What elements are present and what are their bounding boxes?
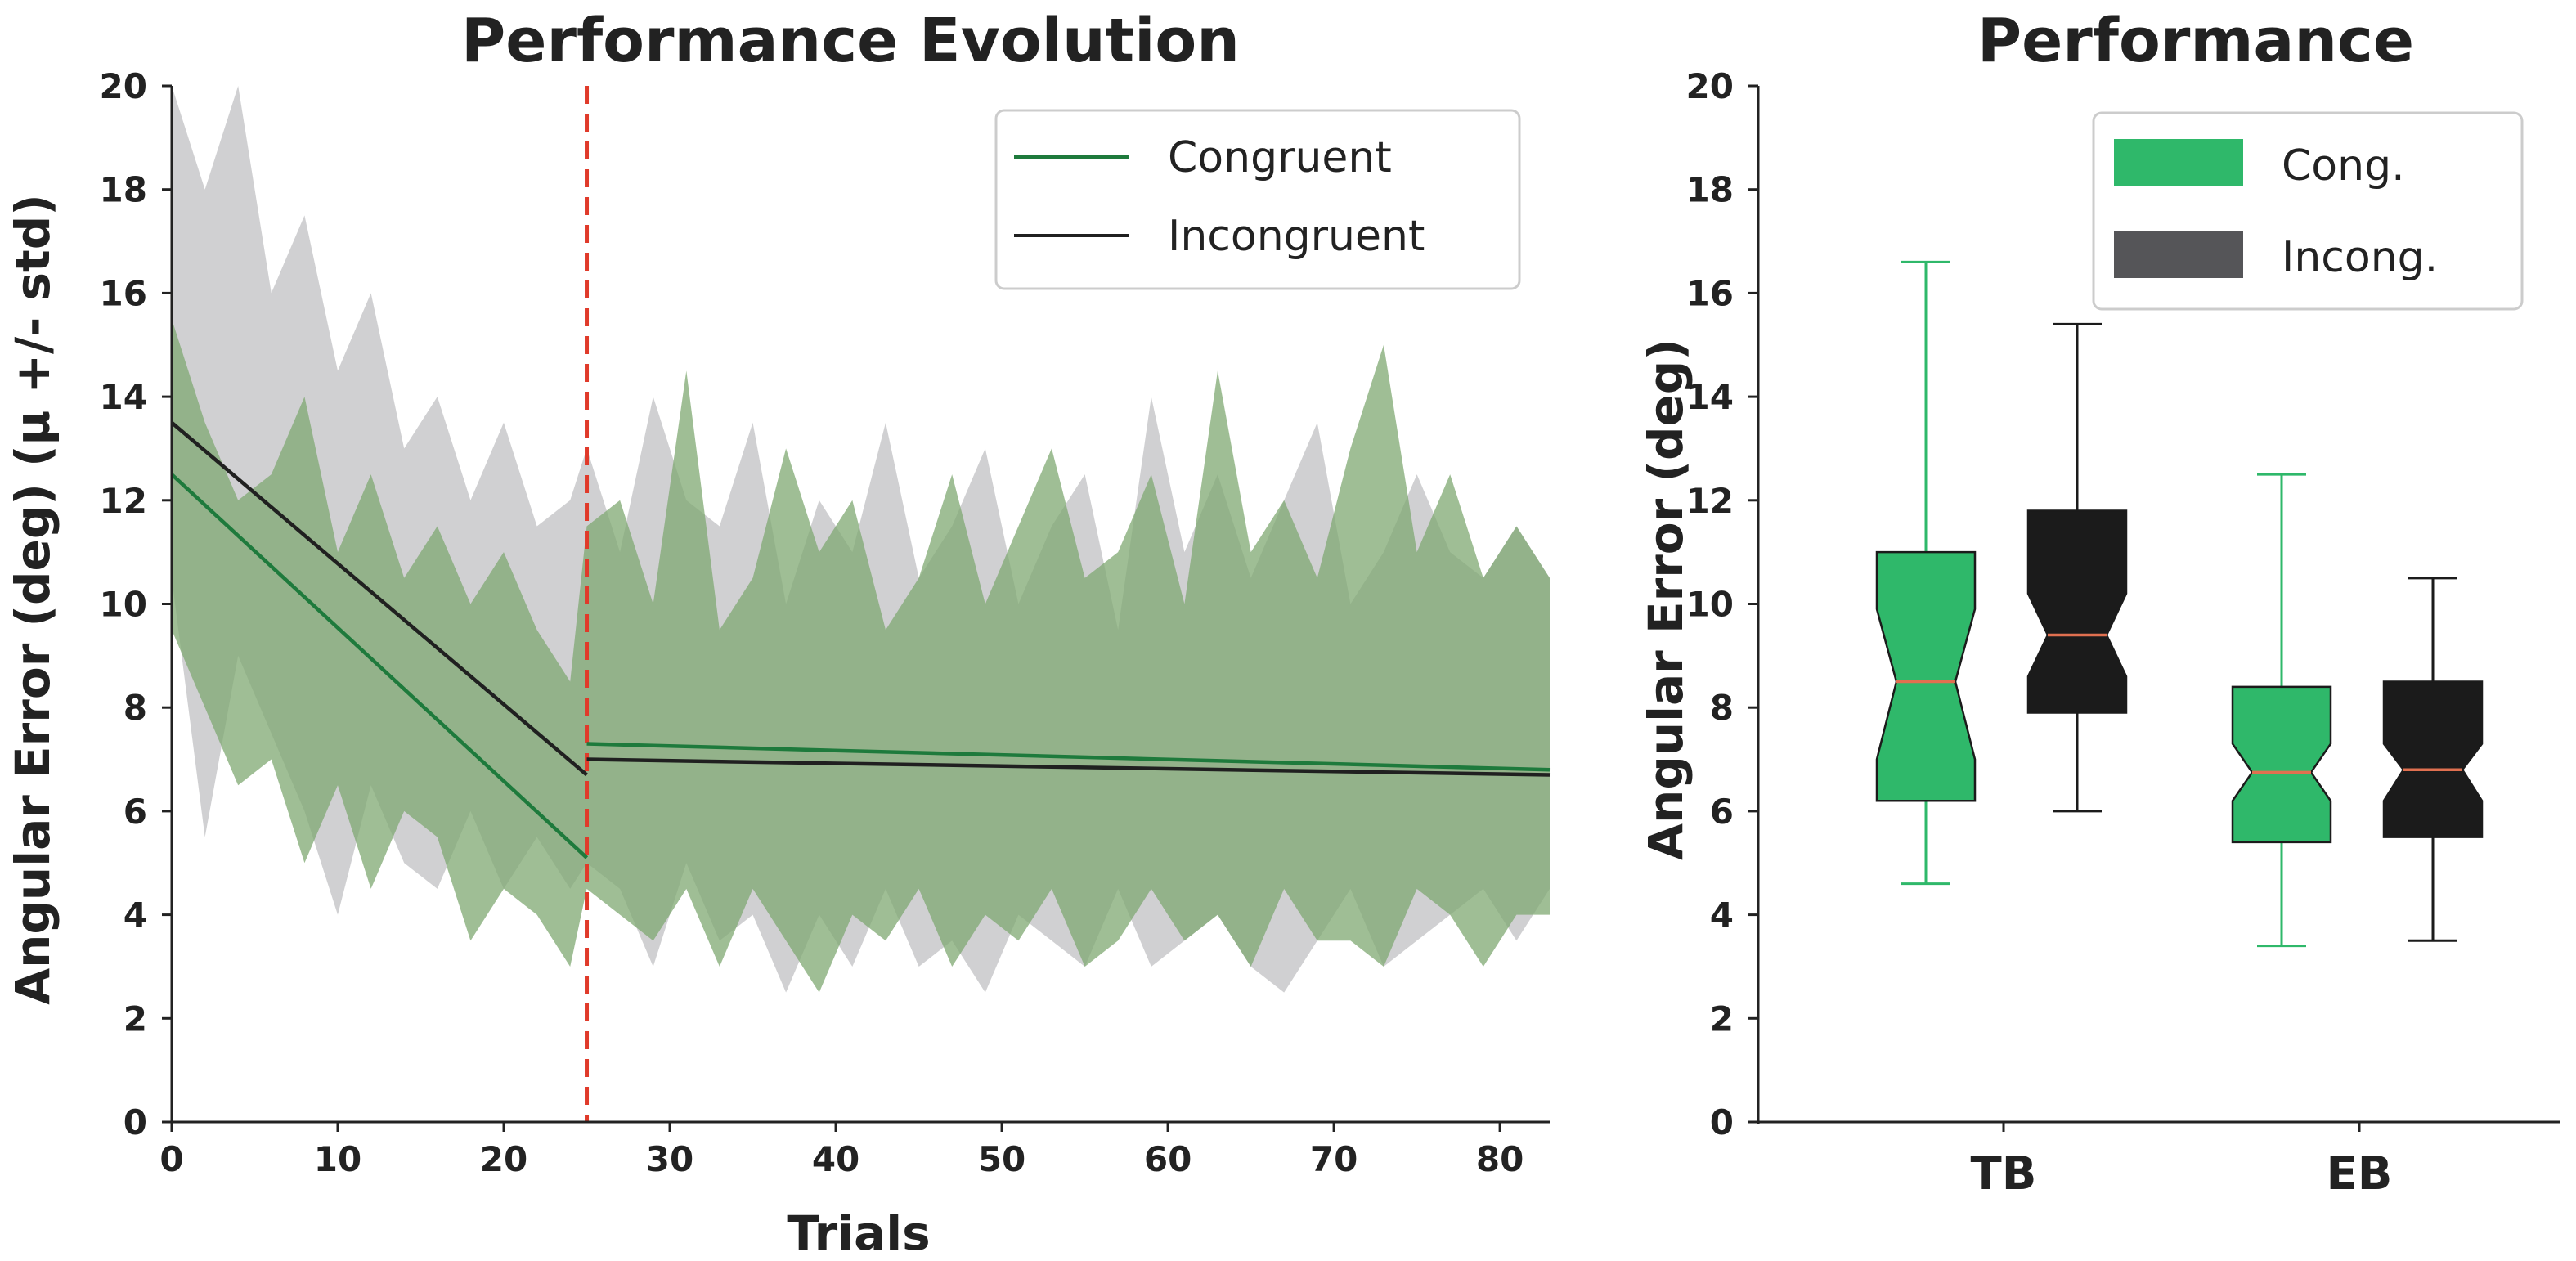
y-tick-label: 16 bbox=[100, 273, 147, 313]
trend-line-congruent-2 bbox=[586, 742, 1551, 772]
x-tick-label: EB bbox=[2327, 1147, 2393, 1200]
x-tick-label: 50 bbox=[978, 1139, 1025, 1179]
y-tick-label: 6 bbox=[1710, 792, 1734, 832]
chart-title: Performance Evolution bbox=[461, 6, 1240, 76]
y-axis-label: Angular Error (deg) (µ +/- std) bbox=[5, 194, 61, 1005]
x-axis-label: Trials bbox=[787, 1205, 930, 1261]
y-tick-label: 8 bbox=[123, 688, 147, 728]
x-tick-label: TB bbox=[1971, 1147, 2037, 1200]
y-tick-label: 14 bbox=[1686, 377, 1734, 417]
legend-swatch-cong bbox=[2114, 139, 2243, 186]
y-tick-label: 4 bbox=[1710, 895, 1734, 936]
x-tick-label: 30 bbox=[646, 1139, 693, 1179]
y-tick-label: 2 bbox=[123, 998, 147, 1039]
box-incong-eb bbox=[2382, 680, 2484, 838]
y-tick-label: 10 bbox=[1686, 585, 1734, 625]
performance-boxplot-chart: Performance Angular Error (deg) 0 2 4 6 8 10 1… bbox=[1638, 6, 2560, 1200]
chart-title: Performance bbox=[1977, 6, 2414, 76]
y-tick-label: 2 bbox=[1710, 998, 1734, 1039]
boxes bbox=[1875, 260, 2484, 948]
y-tick-label: 4 bbox=[123, 895, 147, 936]
x-tick-label: 60 bbox=[1144, 1139, 1192, 1179]
y-tick-label: 14 bbox=[100, 377, 147, 417]
trend-line-congruent-1 bbox=[170, 473, 589, 859]
legend-label-incongruent: Incongruent bbox=[1168, 212, 1425, 261]
x-tick-label: 40 bbox=[812, 1139, 859, 1179]
axes: 0 2 4 6 8 10 12 14 16 18 20 TB EB bbox=[1686, 66, 2560, 1200]
y-tick-label: 8 bbox=[1710, 688, 1734, 728]
box-cong-tb bbox=[1875, 550, 1977, 802]
y-tick-label: 18 bbox=[1686, 170, 1734, 210]
legend: Cong. Incong. bbox=[2092, 111, 2524, 311]
x-tick-label: 70 bbox=[1310, 1139, 1358, 1179]
axes: 0 2 4 6 8 10 12 14 16 18 20 0 10 20 30 40 50 60 70 80 bbox=[100, 66, 1550, 1179]
performance-evolution-chart: Performance Evolution Angular Error (deg… bbox=[5, 6, 1551, 1261]
y-tick-label: 20 bbox=[1686, 66, 1734, 106]
trend-line-incongruent-2 bbox=[586, 757, 1551, 777]
legend-label-congruent: Congruent bbox=[1168, 133, 1392, 182]
legend-swatch-incong bbox=[2114, 231, 2243, 278]
y-tick-label: 18 bbox=[100, 170, 147, 210]
y-tick-label: 12 bbox=[1686, 481, 1734, 521]
x-tick-label: 10 bbox=[314, 1139, 361, 1179]
std-bands bbox=[172, 86, 1550, 993]
std-band-congruent bbox=[172, 319, 1550, 993]
trend-lines bbox=[170, 421, 1551, 859]
y-tick-label: 0 bbox=[123, 1102, 147, 1142]
trend-line-incongruent-1 bbox=[170, 421, 588, 777]
x-tick-label: 0 bbox=[159, 1139, 183, 1179]
box-incong-tb bbox=[2026, 509, 2128, 714]
x-tick-label: 80 bbox=[1476, 1139, 1524, 1179]
y-tick-label: 12 bbox=[100, 481, 147, 521]
legend-frame bbox=[994, 109, 1521, 290]
legend-label-cong: Cong. bbox=[2282, 141, 2405, 191]
y-axis-label: Angular Error (deg) bbox=[1638, 339, 1694, 860]
y-tick-label: 0 bbox=[1710, 1102, 1734, 1142]
legend: Congruent Incongruent bbox=[994, 109, 1521, 290]
legend-label-incong: Incong. bbox=[2282, 233, 2438, 282]
y-tick-label: 20 bbox=[100, 66, 147, 106]
y-tick-label: 16 bbox=[1686, 273, 1734, 313]
box-cong-eb bbox=[2231, 685, 2332, 844]
y-tick-label: 6 bbox=[123, 792, 147, 832]
x-tick-label: 20 bbox=[480, 1139, 527, 1179]
y-tick-label: 10 bbox=[100, 585, 147, 625]
